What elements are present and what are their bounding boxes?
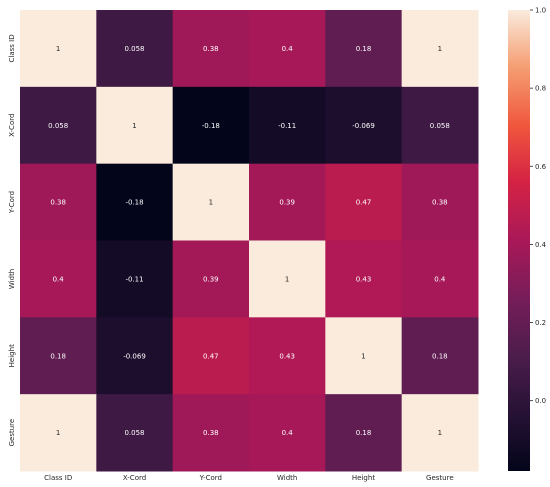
- heatmap-cell: [401, 163, 479, 241]
- colorbar-tick-label: 0.8: [535, 85, 546, 93]
- heatmap-cell: [20, 10, 97, 88]
- cell-value-label: 1: [56, 429, 60, 437]
- x-tick-label: X-Cord: [123, 474, 146, 482]
- cell-value-label: -0.069: [352, 122, 375, 130]
- cell-value-label: 0.058: [48, 122, 68, 130]
- cell-value-label: 0.4: [282, 429, 294, 437]
- colorbar-tick-label: 0.4: [535, 241, 547, 249]
- heatmap-cell: [20, 240, 97, 318]
- heatmap-cell: [325, 163, 403, 241]
- heatmap-cell: [96, 317, 174, 395]
- colorbar-tick-label: 0.6: [535, 163, 547, 171]
- heatmap-cell: [20, 394, 97, 472]
- cell-value-label: 0.18: [356, 45, 372, 53]
- heatmap-cell: [401, 317, 479, 395]
- heatmap-cells: [20, 10, 479, 472]
- x-tick-label: Class ID: [44, 474, 72, 482]
- heatmap-cell: [20, 86, 97, 165]
- x-tick-label: Y-Cord: [199, 474, 222, 482]
- colorbar-tick-label: 1.0: [535, 7, 546, 15]
- cell-value-label: 1: [438, 429, 442, 437]
- x-tick-label: Height: [352, 474, 375, 482]
- cell-value-label: 0.38: [50, 199, 66, 207]
- cell-value-label: -0.18: [202, 122, 220, 130]
- cell-value-label: 0.058: [124, 429, 144, 437]
- heatmap-cell: [325, 240, 403, 318]
- y-tick-label: Gesture: [8, 419, 16, 447]
- heatmap-cell: [401, 240, 479, 318]
- colorbar: [508, 10, 530, 471]
- cell-value-label: 0.058: [430, 122, 450, 130]
- cell-value-label: 1: [132, 122, 136, 130]
- heatmap-cell: [401, 10, 479, 88]
- heatmap-cell: [249, 86, 326, 165]
- cell-value-label: 0.18: [356, 429, 372, 437]
- cell-value-label: 0.38: [203, 45, 219, 53]
- cell-value-label: 0.38: [432, 199, 448, 207]
- cell-value-label: 1: [438, 45, 442, 53]
- heatmap-cell: [249, 163, 326, 241]
- heatmap-cell: [96, 10, 174, 88]
- colorbar-tick-label: 0.2: [535, 319, 546, 327]
- heatmap-cell: [172, 86, 250, 165]
- cell-value-label: 0.47: [356, 199, 372, 207]
- cell-value-label: -0.18: [125, 199, 143, 207]
- heatmap-cell: [249, 10, 326, 88]
- heatmap-cell: [20, 163, 97, 241]
- heatmap-cell: [249, 317, 326, 395]
- y-tick-label: Y-Cord: [8, 191, 16, 214]
- heatmap-cell: [401, 86, 479, 165]
- cell-value-label: 0.47: [203, 352, 219, 360]
- y-axis-ticks: Class ID X-Cord Y-Cord Width Height Gesture: [8, 34, 16, 446]
- heatmap-cell: [96, 86, 174, 165]
- heatmap-cell: [172, 317, 250, 395]
- cell-value-label: 1: [56, 45, 60, 53]
- cell-value-label: 0.058: [124, 45, 144, 53]
- cell-value-label: 1: [285, 275, 289, 283]
- heatmap-cell: [325, 394, 403, 472]
- cell-value-label: 1: [209, 199, 213, 207]
- heatmap-cell: [172, 394, 250, 472]
- x-tick-label: Width: [277, 474, 297, 482]
- heatmap-cell: [325, 10, 403, 88]
- y-tick-label: Width: [8, 269, 16, 289]
- x-axis-ticks: Class ID X-Cord Y-Cord Width Height Gesture: [44, 474, 454, 482]
- cell-value-label: 1: [361, 352, 365, 360]
- cell-value-label: 0.43: [356, 275, 372, 283]
- colorbar-ticks: 0.0 0.2 0.4 0.6 0.8 1.0: [530, 7, 547, 405]
- heatmap-cell: [249, 240, 326, 318]
- y-tick-label: Class ID: [8, 34, 16, 62]
- heatmap-cell: [325, 317, 403, 395]
- heatmap-cell: [96, 240, 174, 318]
- heatmap-cell: [172, 10, 250, 88]
- heatmap-cell: [401, 394, 479, 472]
- heatmap-cell: [325, 86, 403, 165]
- x-tick-label: Gesture: [426, 474, 454, 482]
- cell-value-label: -0.069: [123, 352, 146, 360]
- y-tick-label: Height: [8, 344, 16, 367]
- cell-value-label: 0.39: [279, 199, 295, 207]
- cell-value-label: 0.4: [53, 275, 65, 283]
- cell-value-label: 0.18: [50, 352, 66, 360]
- heatmap-cell: [249, 394, 326, 472]
- heatmap-cell: [172, 240, 250, 318]
- cell-value-label: -0.11: [125, 275, 143, 283]
- heatmap-cell: [96, 163, 174, 241]
- cell-value-label: 0.4: [434, 275, 446, 283]
- cell-value-label: 0.38: [203, 429, 219, 437]
- y-tick-label: X-Cord: [8, 114, 16, 137]
- cell-value-label: 0.43: [279, 352, 295, 360]
- colorbar-tick-label: 0.0: [535, 397, 546, 405]
- cell-value-label: -0.11: [278, 122, 296, 130]
- heatmap-cell-labels: 1 0.058 0.38 0.4 0.18 1 0.058 1 -0.18 -0.11 -0.069…: [48, 45, 450, 437]
- heatmap-cell: [96, 394, 174, 472]
- cell-value-label: 0.4: [282, 45, 294, 53]
- heatmap-cell: [172, 163, 250, 241]
- cell-value-label: 0.39: [203, 275, 219, 283]
- cell-value-label: 0.18: [432, 352, 448, 360]
- heatmap-cell: [20, 317, 97, 395]
